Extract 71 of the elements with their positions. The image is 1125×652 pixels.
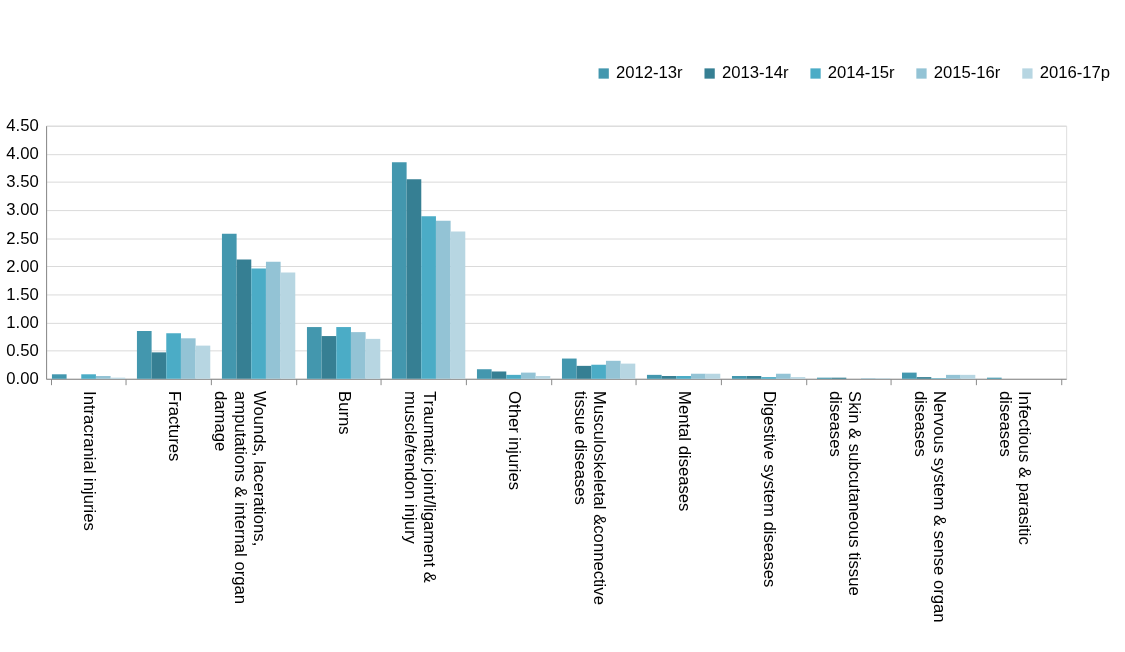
legend-label: 2012-13r bbox=[615, 63, 684, 83]
bar bbox=[506, 374, 521, 379]
y-tick-label: 3.00 bbox=[6, 200, 39, 220]
y-tick-label: 4.50 bbox=[6, 116, 39, 136]
x-tick-label: Intracranial injuries bbox=[80, 391, 100, 531]
y-tick-label: 2.00 bbox=[6, 256, 39, 276]
bar bbox=[676, 375, 691, 379]
y-tick-label: 3.50 bbox=[6, 172, 39, 192]
bar bbox=[251, 268, 266, 379]
bar bbox=[746, 375, 762, 379]
bar bbox=[195, 345, 211, 379]
bar bbox=[391, 162, 407, 379]
x-tick-label: Mental diseases bbox=[675, 391, 695, 512]
y-tick-label: 4.00 bbox=[6, 144, 39, 164]
bar bbox=[180, 338, 196, 379]
bar bbox=[306, 327, 322, 379]
bar bbox=[365, 338, 381, 379]
bar bbox=[520, 372, 536, 379]
bar bbox=[605, 360, 621, 379]
legend-label: 2016-17p bbox=[1039, 63, 1111, 83]
x-tick-label: Wounds, lacerations, amputations & internal organ damage bbox=[210, 391, 270, 605]
bar bbox=[620, 363, 636, 379]
bar bbox=[535, 375, 551, 379]
bar bbox=[576, 365, 592, 379]
bar bbox=[321, 336, 337, 379]
bar bbox=[731, 375, 747, 379]
x-tick-label: Skin & subcutaneous tissue diseases bbox=[825, 391, 865, 596]
bar bbox=[280, 272, 296, 379]
legend-label: 2015-16r bbox=[933, 63, 1001, 83]
legend-label: 2013-14r bbox=[721, 63, 790, 83]
bar bbox=[646, 374, 662, 379]
x-tick-label: Traumatic joint/ligament & muscle/tendon injury bbox=[400, 391, 440, 583]
bar bbox=[591, 364, 606, 379]
x-tick-label: Musculoskeletal &connective tissue diseases bbox=[570, 391, 610, 605]
x-tick-label: Fractures bbox=[165, 391, 185, 462]
bar bbox=[151, 352, 167, 379]
x-tick-label: Other injuries bbox=[505, 391, 525, 491]
y-tick-label: 0.50 bbox=[6, 341, 39, 361]
bar bbox=[945, 374, 961, 379]
x-tick-label: Burns bbox=[335, 391, 355, 435]
bar bbox=[221, 233, 237, 379]
bar bbox=[81, 374, 96, 379]
x-tick-label: Nervous system & sense organ diseases bbox=[910, 391, 950, 623]
bar bbox=[421, 216, 436, 379]
bar bbox=[136, 330, 152, 379]
bar bbox=[236, 259, 252, 379]
bar bbox=[901, 372, 917, 379]
bar bbox=[450, 231, 466, 379]
bar bbox=[775, 373, 791, 379]
bar bbox=[406, 179, 422, 379]
bar bbox=[661, 375, 677, 379]
x-tick-label: Infectious & parasitic diseases bbox=[995, 391, 1035, 545]
bar bbox=[265, 261, 281, 379]
bar bbox=[561, 358, 577, 379]
bar bbox=[705, 373, 721, 379]
bar bbox=[476, 369, 492, 379]
bar bbox=[491, 371, 507, 379]
bar bbox=[51, 374, 67, 379]
y-tick-label: 2.50 bbox=[6, 228, 39, 248]
bar bbox=[166, 333, 181, 379]
y-tick-label: 0.00 bbox=[6, 369, 39, 389]
bar bbox=[95, 375, 111, 379]
legend-label: 2014-15r bbox=[827, 63, 895, 83]
bar bbox=[336, 327, 351, 379]
y-tick-label: 1.00 bbox=[6, 312, 39, 332]
x-tick-label: Digestive system diseases bbox=[760, 391, 780, 588]
bar bbox=[350, 332, 366, 379]
y-tick-label: 1.50 bbox=[6, 284, 39, 304]
bar bbox=[435, 220, 451, 379]
bar bbox=[690, 373, 706, 379]
bar bbox=[960, 374, 976, 379]
